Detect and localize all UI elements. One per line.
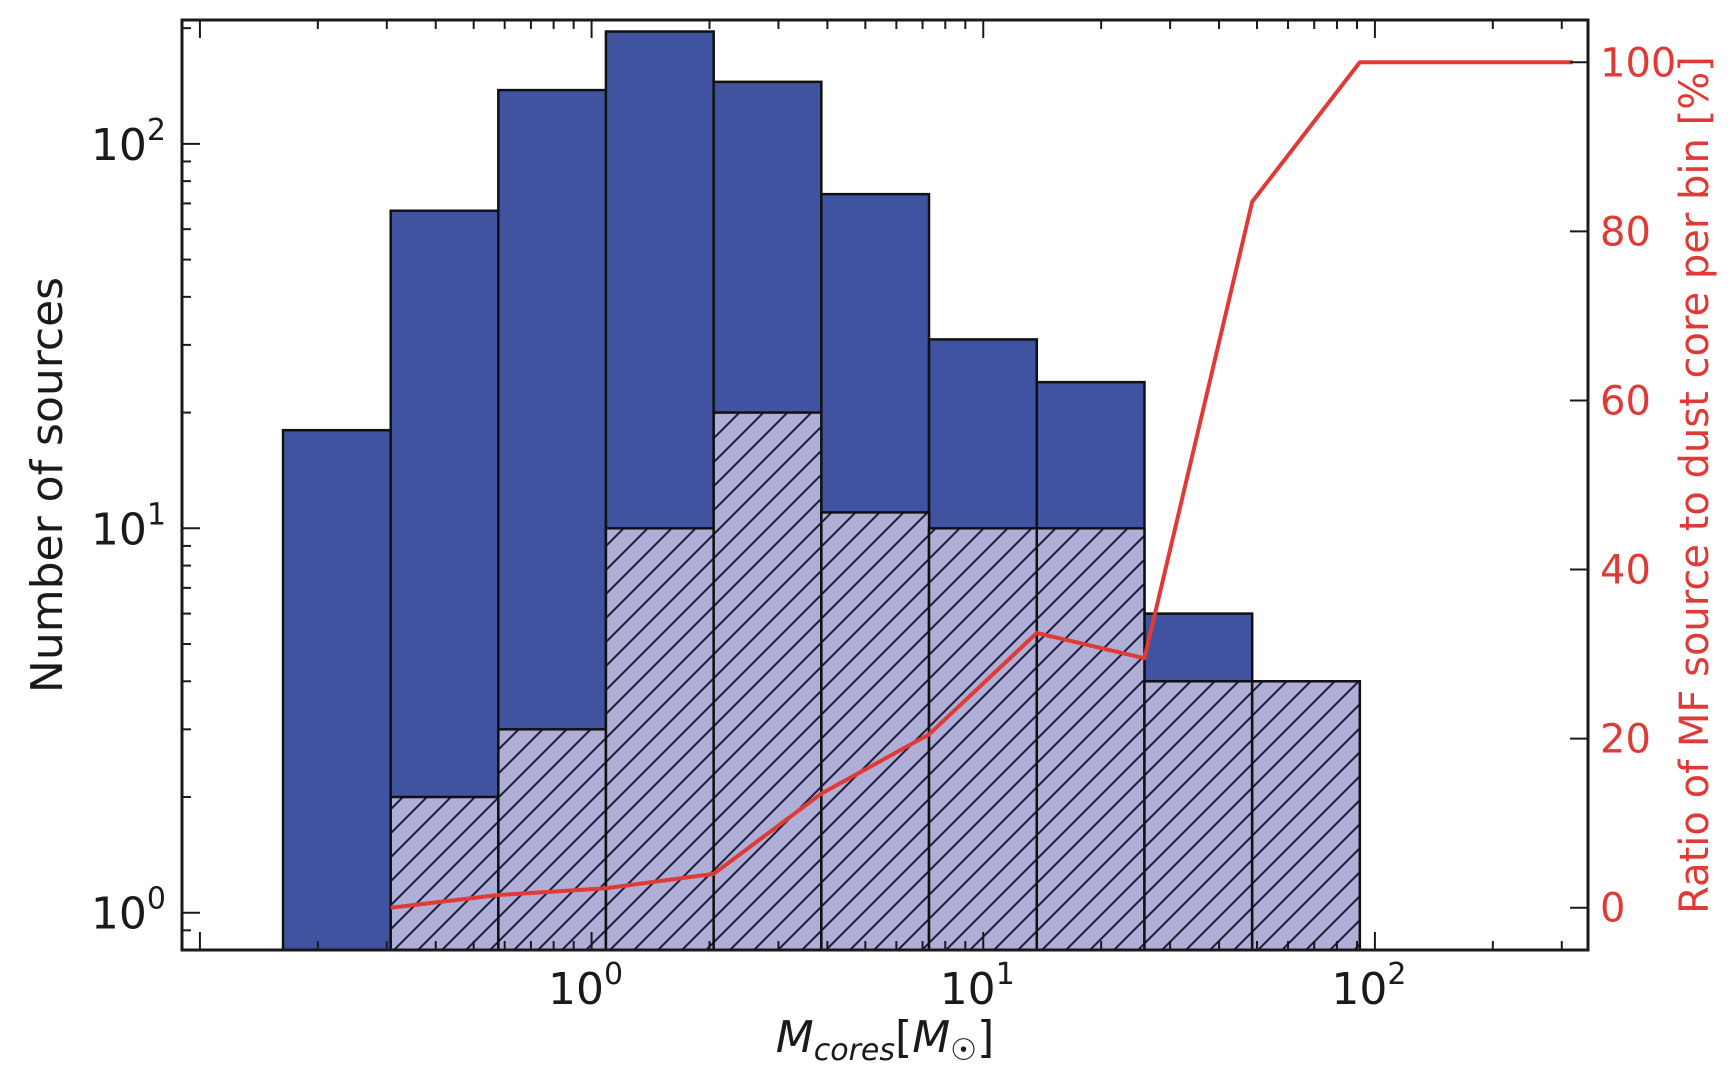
hatched-bar [820, 511, 931, 952]
right-y-tick-label: 40 [1600, 548, 1651, 594]
x-axis-title-close-bracket: ] [977, 1012, 994, 1063]
x-tick-label-base: 10 [940, 964, 996, 1015]
y-tick-label-exponent: 1 [147, 497, 166, 532]
y-tick-label-base: 10 [91, 889, 147, 940]
x-axis-title-unit-base: M [912, 1012, 950, 1063]
hatched-bar [1035, 527, 1146, 952]
hatched-bar-series [389, 411, 1362, 952]
right-y-tick-label: 80 [1600, 209, 1651, 255]
hatched-bar [389, 795, 500, 952]
x-tick-label: 102 [1331, 957, 1406, 1015]
x-tick-label-base: 10 [1331, 964, 1387, 1015]
y-tick-label-exponent: 0 [147, 882, 166, 917]
x-axis-title-open-bracket: [ [895, 1012, 912, 1063]
hatched-bar [1250, 680, 1362, 952]
right-y-tick-label: 100 [1600, 40, 1676, 86]
y-tick-label: 102 [91, 113, 166, 171]
x-tick-label-base: 10 [548, 964, 604, 1015]
hatched-bar [712, 411, 823, 952]
y-axis-title: Number of sources [22, 277, 73, 693]
x-tick-label: 100 [548, 957, 623, 1015]
x-tick-label-exponent: 0 [604, 957, 623, 992]
hatched-bar [497, 728, 608, 952]
ratio-line [390, 60, 1573, 910]
y-tick-label-base: 10 [91, 504, 147, 555]
hatched-bar [927, 527, 1039, 952]
right-y-tick-label: 20 [1600, 717, 1651, 763]
x-tick-label-exponent: 2 [1387, 957, 1406, 992]
y-tick-label-exponent: 2 [147, 113, 166, 148]
right-y-tick-label: 60 [1600, 378, 1651, 424]
x-axis-title-unit-sub: ☉ [950, 1033, 977, 1068]
hatched-bar [1143, 680, 1254, 952]
x-tick-label: 101 [940, 957, 1015, 1015]
right-y-tick-label: 0 [1600, 886, 1625, 932]
x-axis: 100 101 102 [181, 20, 1563, 1015]
x-axis-title-sub: cores [814, 1033, 895, 1068]
x-tick-label-exponent: 1 [996, 957, 1015, 992]
y-tick-label: 100 [91, 882, 166, 940]
x-axis-title-base: M [776, 1012, 814, 1063]
right-y-axis-title: Ratio of MF source to dust core per bin … [1672, 56, 1718, 914]
y-tick-label-base: 10 [91, 120, 147, 171]
x-axis-title: Mcores[M☉] [776, 1012, 994, 1068]
plot-frame [180, 18, 1590, 952]
solid-bar [281, 428, 392, 952]
ratio-line-series [390, 60, 1573, 910]
y-axis-right: 0 20 40 60 80 100 [1570, 40, 1676, 932]
y-tick-label: 101 [91, 497, 166, 555]
